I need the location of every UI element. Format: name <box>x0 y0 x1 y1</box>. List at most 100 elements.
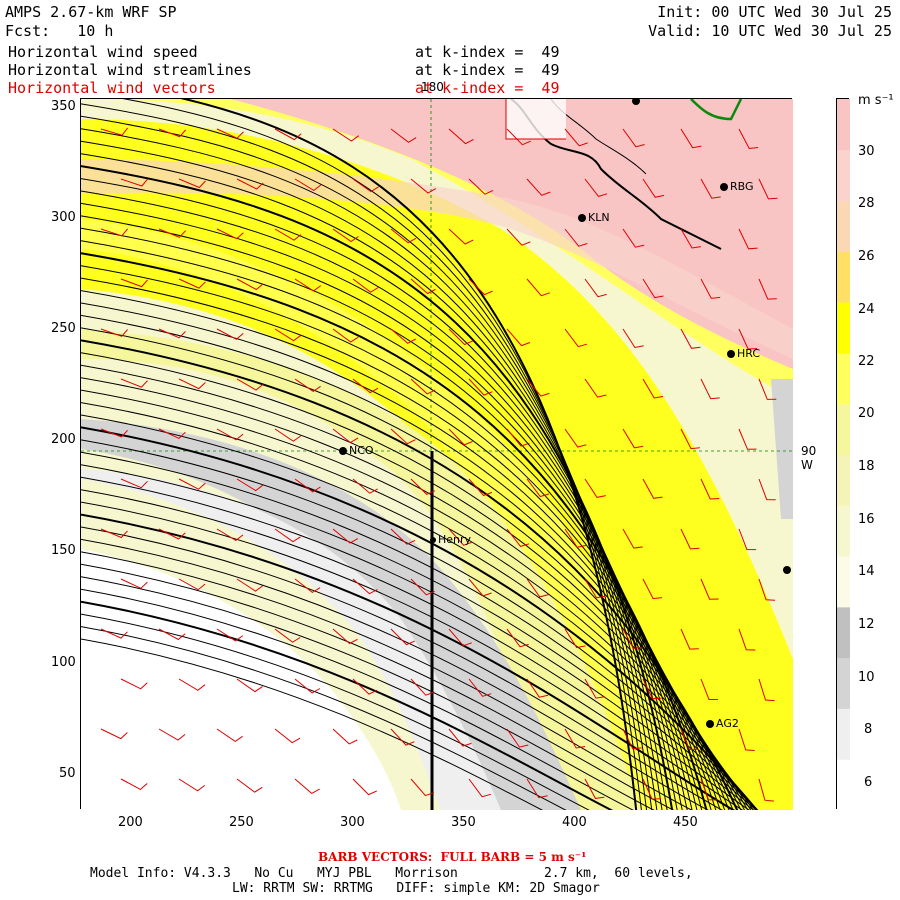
colorbar-label: 6 <box>864 775 873 790</box>
x-tick: 400 <box>562 815 587 830</box>
wind-barb <box>758 678 775 702</box>
wind-barb <box>178 778 206 792</box>
wind-barb <box>584 778 605 799</box>
wind-barb <box>236 278 264 291</box>
wind-barb <box>158 728 186 741</box>
station-henry: Henry <box>438 533 472 546</box>
wind-barb <box>100 528 128 539</box>
wind-barb <box>100 728 128 740</box>
wind-barb <box>738 728 755 751</box>
colorbar-swatch <box>837 302 850 354</box>
wind-barb <box>390 528 416 545</box>
streamline <box>81 588 634 810</box>
wind-barb <box>158 628 186 641</box>
wind-barb <box>448 328 474 346</box>
wind-barb <box>294 778 320 795</box>
wind-barb <box>564 428 587 448</box>
wind-barb <box>642 378 664 399</box>
wind-barb <box>584 578 606 599</box>
wind-barb <box>680 628 699 650</box>
y-tick: 200 <box>51 432 76 447</box>
forecast-hour: Fcst: 10 h <box>5 22 114 40</box>
colorbar-swatch <box>837 606 850 659</box>
station-ag2: AG2 <box>716 717 739 730</box>
wind-barb <box>700 578 719 600</box>
wind-barb <box>120 178 148 187</box>
wind-barb <box>642 178 665 198</box>
wind-barb <box>294 678 321 694</box>
wind-barb <box>236 678 263 693</box>
wind-barb <box>622 728 642 750</box>
station-hrc: HRC <box>737 347 761 360</box>
wind-barb <box>178 378 206 390</box>
x-tick: 250 <box>229 815 254 830</box>
streamline <box>81 501 744 810</box>
field-label-streamlines: Horizontal wind streamlines <box>8 61 252 79</box>
wind-barb <box>758 178 778 200</box>
streamline <box>81 178 678 810</box>
wind-barb <box>680 728 699 750</box>
wind-barb <box>274 728 301 744</box>
colorbar-label: 24 <box>858 302 875 317</box>
wind-barb <box>564 728 586 749</box>
wind-barb <box>680 228 701 249</box>
streamline <box>81 489 750 810</box>
wind-barb <box>526 278 550 297</box>
streamline <box>81 426 759 810</box>
streamline <box>81 563 675 810</box>
parallel-label: 90 W <box>801 444 817 472</box>
wind-barb <box>564 128 588 147</box>
colorbar-swatch <box>837 251 850 303</box>
wind-barb <box>506 328 531 347</box>
wind-barb <box>352 378 379 394</box>
colorbar-label: 20 <box>858 406 875 421</box>
wind-barb <box>352 478 378 494</box>
wind-barb <box>236 178 264 190</box>
streamline <box>122 99 642 810</box>
wind-barb <box>680 328 701 349</box>
wind-barb <box>564 228 588 247</box>
wind-barb <box>622 128 645 148</box>
field-level-streamlines: at k-index = 49 <box>415 61 560 79</box>
wind-barb <box>178 178 206 189</box>
wind-barb <box>584 278 607 298</box>
y-tick: 250 <box>51 321 76 336</box>
wind-barb <box>468 178 494 195</box>
wind-barb <box>236 378 264 391</box>
streamline <box>81 402 754 810</box>
wind-barb <box>216 628 244 642</box>
wind-barb <box>758 478 776 501</box>
barb-note: BARB VECTORS: FULL BARB = 5 m s⁻¹ <box>318 850 587 864</box>
wind-barb <box>410 778 435 797</box>
wind-barb <box>680 528 700 550</box>
wind-barb <box>738 628 756 651</box>
colorbar-label: 14 <box>858 564 875 579</box>
wind-barb <box>352 178 379 193</box>
colorbar-swatch <box>837 454 850 506</box>
wind-barb <box>236 578 263 592</box>
wind-barb <box>216 428 244 441</box>
wind-barb <box>294 378 321 393</box>
wind-barb <box>506 728 529 748</box>
wind-field <box>81 99 793 810</box>
wind-barb <box>100 228 128 237</box>
streamline <box>81 103 648 810</box>
colorbar-swatch <box>837 99 850 151</box>
wind-barb <box>468 778 491 798</box>
wind-barb <box>178 678 206 691</box>
wind-barb <box>120 478 148 489</box>
wind-barb <box>738 528 756 551</box>
wind-barb <box>332 228 359 243</box>
streamline <box>81 576 655 810</box>
wind-barb <box>178 278 206 289</box>
streamline <box>81 277 717 810</box>
streamline <box>81 439 759 810</box>
wind-barb <box>274 228 302 241</box>
wind-barb <box>468 478 493 497</box>
wind-barb <box>680 128 702 149</box>
colorbar-label: 28 <box>858 196 875 211</box>
wind-barb <box>506 128 531 146</box>
wind-barb <box>332 628 358 645</box>
wind-barb <box>332 528 359 544</box>
wind-barb <box>468 278 493 296</box>
